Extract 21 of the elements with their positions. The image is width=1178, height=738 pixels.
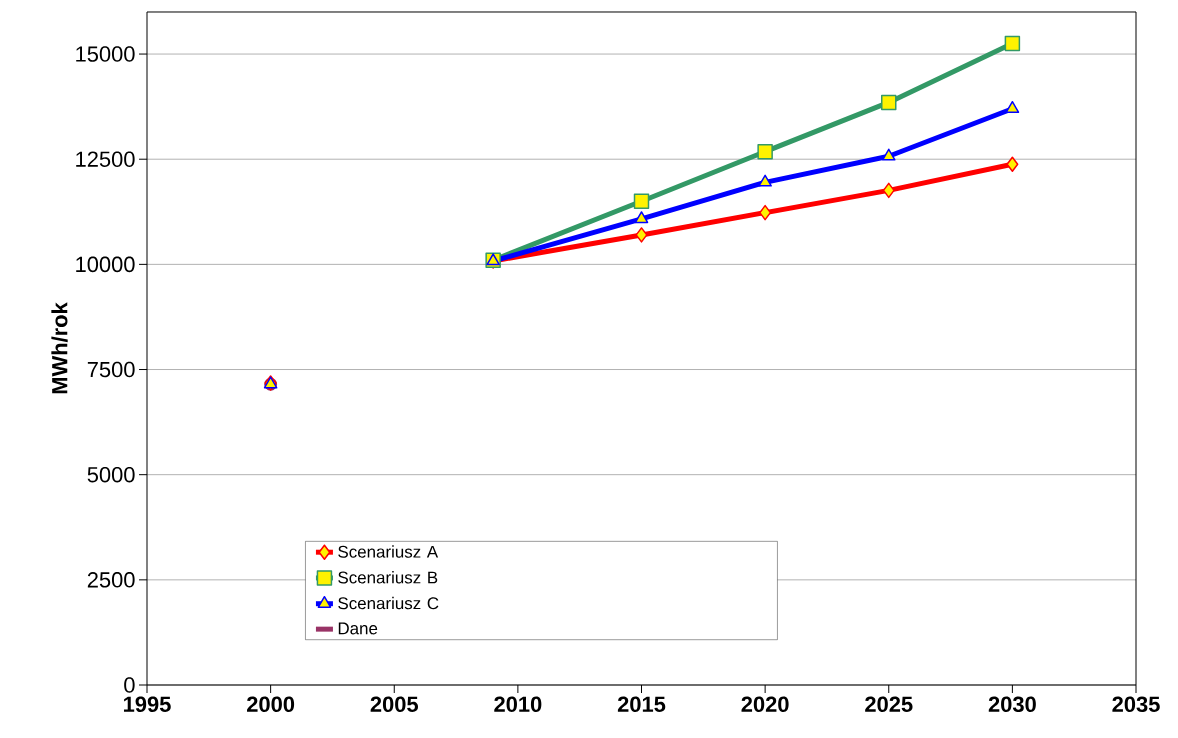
legend-label: Scenariusz A <box>338 545 439 558</box>
legend-label: Scenariusz B <box>338 571 438 584</box>
y-tick-label: 15000 <box>76 46 135 62</box>
y-tick-label: 12500 <box>76 151 135 167</box>
y-tick-label: 2500 <box>87 572 135 588</box>
y-tick-label: 10000 <box>76 256 135 273</box>
y-tick-label: 7500 <box>87 361 135 378</box>
x-tick-label: 2015 <box>617 696 666 713</box>
x-tick-label: 1995 <box>124 696 171 713</box>
x-tick-label: 2035 <box>1112 696 1160 713</box>
legend-label: Scenariusz C <box>338 596 439 610</box>
y-tick-label: 0 <box>124 677 135 693</box>
x-tick-label: 2005 <box>370 696 419 713</box>
y-tick-label: 5000 <box>87 466 135 483</box>
x-tick-label: 2025 <box>865 696 913 713</box>
x-tick-label: 2030 <box>988 696 1036 713</box>
legend-label: Dane <box>338 622 378 635</box>
x-tick-label: 2010 <box>494 696 542 713</box>
x-tick-label: 2000 <box>247 696 295 713</box>
x-tick-label: 2020 <box>741 696 789 713</box>
y-axis-title: MWh/rok <box>51 302 68 394</box>
